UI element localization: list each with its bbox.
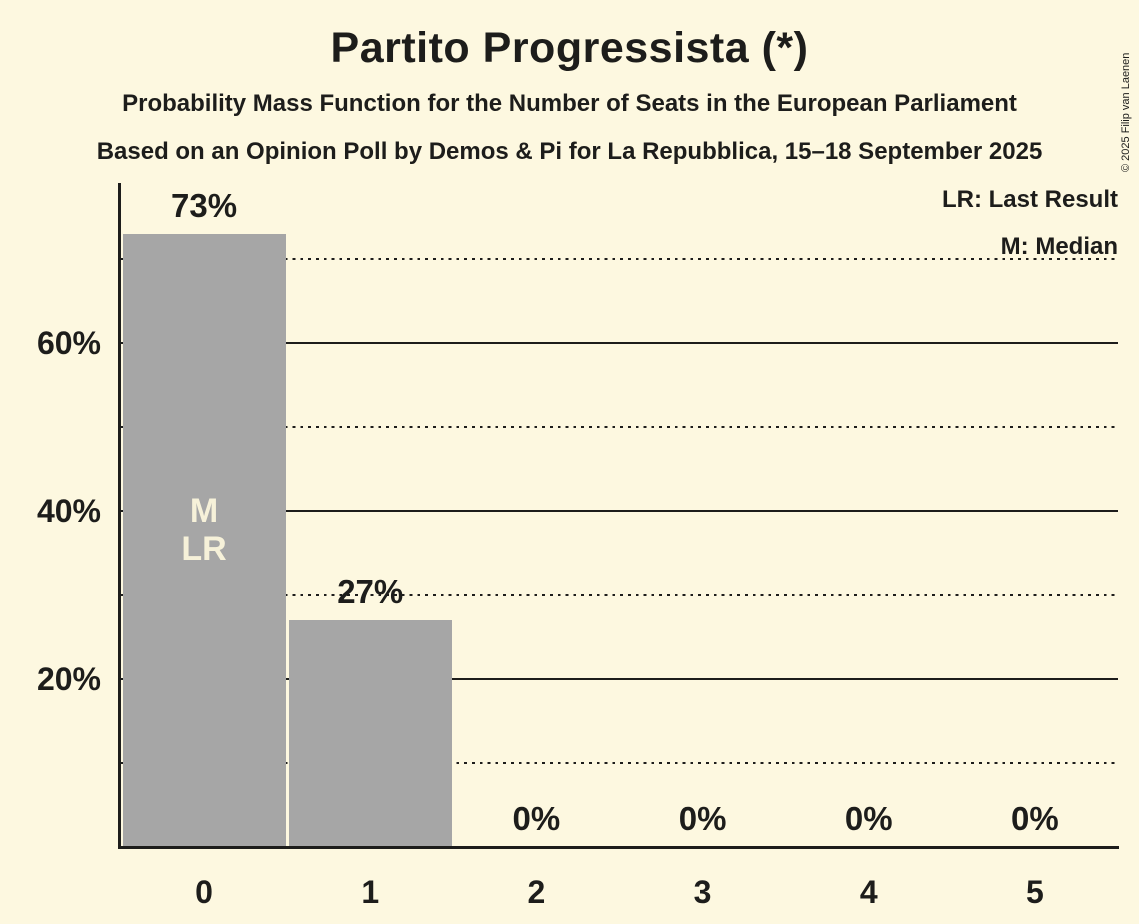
gridline-dotted-30 bbox=[121, 593, 1118, 597]
gridline-solid-40 bbox=[121, 509, 1118, 513]
bar-seats-1 bbox=[288, 620, 452, 847]
legend-last-result: LR: Last Result bbox=[941, 186, 1118, 213]
bar-value-label-1: 27% bbox=[337, 573, 404, 611]
legend-median: M: Median bbox=[1000, 233, 1118, 260]
gridline-dotted-50 bbox=[121, 425, 1118, 429]
bar-value-label-5: 0% bbox=[1011, 800, 1059, 837]
x-tick-label-2: 2 bbox=[527, 874, 546, 910]
bar-value-label-2: 0% bbox=[512, 800, 561, 837]
y-axis-line bbox=[118, 183, 121, 848]
x-tick-label-0: 0 bbox=[195, 874, 213, 910]
chart-subtitle-pmf: Probability Mass Function for the Number… bbox=[122, 90, 1017, 117]
x-tick-label-1: 1 bbox=[361, 874, 380, 910]
bar-annotation-median-last-result: M LR bbox=[181, 492, 227, 568]
bar-value-label-4: 0% bbox=[844, 800, 893, 837]
bar-value-label-3: 0% bbox=[678, 800, 727, 837]
gridline-dotted-10 bbox=[121, 761, 1118, 765]
gridline-dotted-70 bbox=[121, 257, 1118, 261]
y-tick-label-20%: 20% bbox=[36, 661, 101, 697]
y-tick-label-60%: 60% bbox=[36, 325, 101, 361]
x-tick-label-3: 3 bbox=[693, 874, 712, 910]
gridline-solid-60 bbox=[121, 341, 1118, 345]
chart-title: Partito Progressista (*) bbox=[330, 24, 809, 72]
bar-value-label-0: 73% bbox=[171, 186, 238, 224]
x-axis-line bbox=[118, 846, 1119, 849]
gridline-solid-20 bbox=[121, 677, 1118, 681]
x-tick-label-5: 5 bbox=[1026, 874, 1044, 910]
y-tick-label-40%: 40% bbox=[36, 493, 101, 529]
bar-seats-0 bbox=[122, 233, 286, 847]
x-tick-label-4: 4 bbox=[859, 874, 878, 910]
copyright-note: © 2025 Filip van Laenen bbox=[1120, 52, 1132, 172]
chart-subtitle-poll: Based on an Opinion Poll by Demos & Pi f… bbox=[96, 138, 1043, 165]
